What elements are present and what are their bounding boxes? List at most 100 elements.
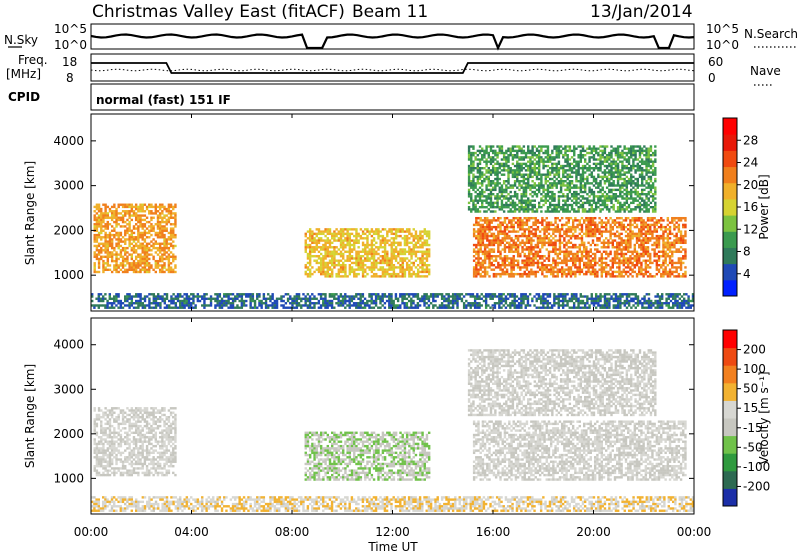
- scatter-cell: [405, 234, 409, 238]
- scatter-cell: [163, 216, 166, 219]
- scatter-cell: [150, 244, 153, 248]
- scatter-cell: [322, 239, 325, 242]
- scatter-cell: [668, 248, 672, 251]
- scatter-cell: [331, 259, 334, 262]
- scatter-cell: [599, 208, 602, 211]
- scatter-cell: [587, 216, 590, 220]
- scatter-cell: [375, 252, 378, 256]
- scatter-cell: [593, 252, 597, 256]
- scatter-cell: [613, 255, 617, 258]
- scatter-cell: [551, 171, 554, 174]
- scatter-cell: [326, 228, 330, 231]
- scatter-cell: [631, 234, 634, 238]
- scatter-cell: [633, 257, 637, 260]
- scatter-cell: [616, 255, 619, 258]
- scatter-cell: [537, 149, 541, 153]
- scatter-cell: [361, 268, 365, 271]
- scatter-cell: [126, 270, 129, 274]
- scatter-cell: [403, 259, 407, 262]
- scatter-cell: [346, 234, 349, 238]
- scatter-cell: [392, 241, 396, 245]
- scatter-cell: [535, 162, 539, 166]
- scatter-cell: [625, 175, 629, 179]
- scatter-cell: [510, 270, 513, 274]
- scatter-cell: [605, 160, 609, 163]
- scatter-cell: [536, 270, 540, 274]
- scatter-cell: [497, 232, 500, 236]
- scatter-cell: [679, 261, 683, 265]
- scatter-cell: [668, 259, 672, 262]
- scatter-cell: [403, 275, 407, 278]
- scatter-cell: [605, 263, 608, 267]
- scatter-cell: [633, 250, 637, 253]
- scatter-cell: [113, 268, 116, 272]
- scatter-cell: [545, 234, 548, 238]
- scatter-cell: [619, 173, 622, 176]
- scatter-cell: [337, 275, 341, 278]
- scatter-cell: [644, 234, 648, 238]
- scatter-cell: [588, 195, 591, 198]
- scatter-cell: [564, 171, 567, 174]
- scatter-cell: [503, 263, 507, 267]
- scatter-cell: [616, 241, 619, 245]
- scatter-cell: [649, 149, 653, 153]
- scatter-cell: [353, 246, 356, 249]
- scatter-cell: [104, 244, 107, 248]
- scatter-cell: [619, 195, 622, 198]
- scatter-cell: [684, 230, 687, 233]
- scatter-cell: [518, 169, 521, 172]
- scatter-cell: [529, 164, 532, 168]
- scatter-cell: [684, 272, 687, 276]
- scatter-cell: [531, 175, 534, 179]
- scatter-cell: [478, 167, 482, 170]
- scatter-cell: [163, 225, 166, 228]
- scatter-cell: [128, 264, 131, 267]
- scatter-cell: [657, 270, 661, 274]
- scatter-cell: [355, 232, 358, 236]
- scatter-cell: [553, 158, 556, 161]
- scatter-cell: [379, 241, 382, 245]
- scatter-cell: [137, 253, 140, 256]
- scatter-cell: [156, 210, 160, 213]
- scatter-cell: [568, 162, 572, 166]
- scatter-cell: [476, 169, 480, 172]
- scatter-cell: [611, 272, 615, 276]
- scatter-cell: [640, 190, 644, 194]
- scatter-cell: [479, 261, 482, 265]
- scatter-cell: [304, 243, 307, 247]
- scatter-cell: [121, 218, 125, 222]
- scatter-cell: [559, 186, 563, 189]
- scatter-cell: [664, 250, 667, 253]
- scatter-cell: [370, 266, 374, 269]
- scatter-cell: [574, 234, 577, 238]
- scatter-cell: [577, 160, 580, 163]
- scatter-cell: [614, 195, 618, 198]
- scatter-cell: [562, 180, 565, 183]
- scatter-cell: [361, 255, 365, 258]
- scatter-cell: [619, 186, 622, 189]
- scatter-cell: [533, 210, 537, 213]
- scatter-cell: [524, 169, 528, 172]
- scatter-cell: [156, 262, 160, 265]
- scatter-cell: [560, 268, 564, 271]
- scatter-cell: [608, 184, 611, 187]
- scatter-cell: [485, 199, 488, 202]
- scatter-cell: [570, 162, 574, 166]
- scatter-cell: [156, 242, 160, 245]
- scatter-cell: [640, 246, 643, 249]
- scatter-cell: [134, 227, 138, 230]
- scatter-cell: [472, 182, 475, 185]
- scatter-cell: [592, 199, 596, 202]
- scatter-cell: [602, 268, 606, 271]
- scatter-cell: [521, 228, 524, 231]
- scatter-cell: [421, 257, 424, 260]
- scatter-cell: [682, 216, 685, 220]
- scatter-cell: [558, 268, 562, 271]
- scatter-cell: [483, 250, 487, 253]
- scatter-cell: [139, 242, 142, 245]
- scatter-cell: [507, 177, 510, 181]
- scatter-cell: [546, 195, 550, 198]
- scatter-cell: [644, 230, 648, 233]
- scatter-cell: [562, 175, 565, 179]
- scatter-cell: [503, 230, 507, 233]
